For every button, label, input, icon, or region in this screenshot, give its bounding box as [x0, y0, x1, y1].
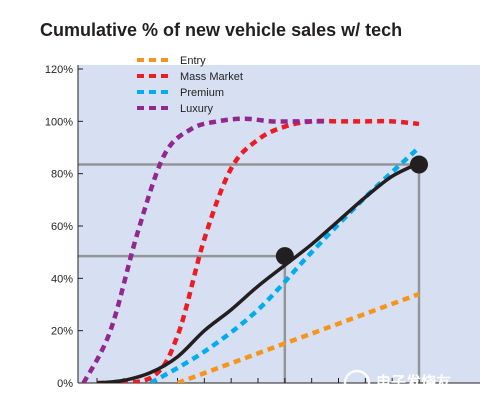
series-line-entry	[176, 291, 420, 383]
y-tick-label: 40%	[51, 273, 73, 285]
legend: Entry Mass Market Premium Luxury	[137, 55, 243, 115]
series-line-solid	[96, 161, 420, 383]
legend-label-entry: Entry	[180, 55, 206, 67]
legend-label-luxury: Luxury	[180, 103, 214, 115]
reference-lines	[78, 163, 421, 383]
data-marker	[275, 247, 294, 266]
y-axis-ticks: 0% 20% 40% 60% 80% 100% 120%	[45, 64, 83, 390]
y-tick-label: 80%	[51, 169, 73, 181]
y-tick-label: 0%	[57, 378, 73, 390]
legend-label-premium: Premium	[180, 87, 224, 99]
series-lines	[81, 116, 421, 383]
data-markers	[275, 155, 428, 266]
data-marker	[410, 155, 428, 174]
watermark-url: www.elecfans.com	[385, 393, 478, 404]
watermark-logo-icon	[343, 369, 371, 397]
watermark: 电子发烧友 www.elecfans.com	[343, 369, 478, 404]
plot-background	[78, 65, 480, 383]
series-line-luxury	[81, 116, 326, 383]
y-tick-label: 60%	[51, 221, 73, 233]
watermark-text: 电子发烧友	[376, 373, 451, 391]
y-tick-label: 100%	[45, 116, 73, 128]
chart-title: Cumulative % of new vehicle sales w/ tec…	[40, 20, 403, 40]
y-tick-label: 120%	[45, 64, 73, 76]
legend-label-mass-market: Mass Market	[180, 71, 243, 83]
series-line-mass-market	[96, 118, 420, 383]
y-tick-label: 20%	[51, 326, 73, 338]
